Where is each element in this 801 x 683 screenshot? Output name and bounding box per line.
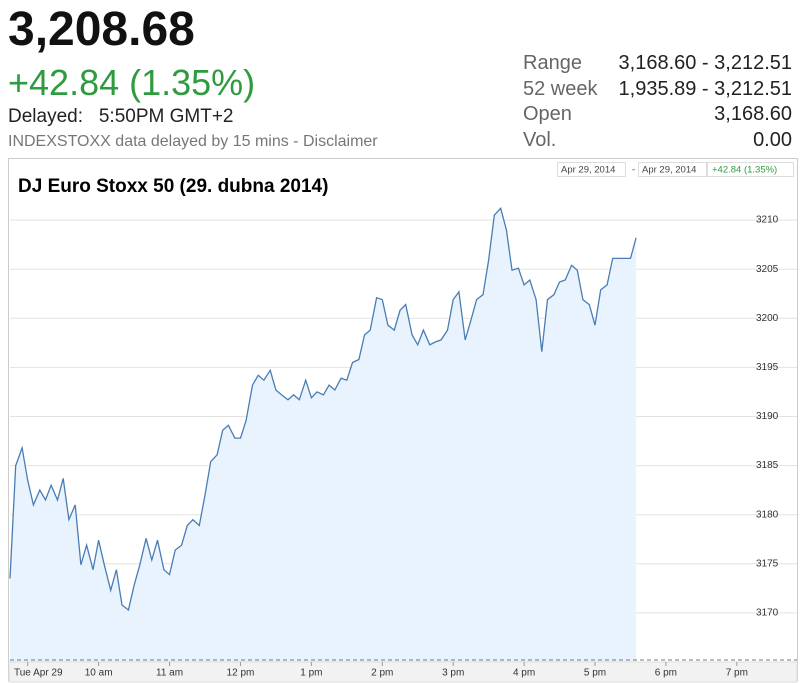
range-change: +42.84 (1.35%): [712, 165, 777, 176]
range-to: Apr 29, 2014: [642, 165, 696, 176]
delayed-info: Delayed: 5:50PM GMT+2: [8, 106, 233, 128]
stat-label: 52 week: [523, 77, 598, 100]
range-to-box[interactable]: [638, 162, 707, 177]
y-tick-label: 3185: [756, 460, 779, 471]
stat-value: 3,168.60 - 3,212.51: [618, 52, 792, 74]
disclaimer[interactable]: INDEXSTOXX data delayed by 15 mins - Dis…: [8, 133, 378, 150]
x-tick-label: 2 pm: [371, 668, 393, 679]
delayed-time: 5:50PM GMT+2: [98, 106, 234, 127]
plot: 3170 3175 3180 3185 3190 3195 3200 3205 3210 Tue …: [8, 206, 798, 683]
y-tick-label: 3200: [756, 313, 779, 324]
y-tick-label: 3210: [756, 215, 779, 226]
stat-value: 0.00: [753, 128, 792, 151]
range-change-box: [707, 162, 794, 177]
range-separator: -: [632, 165, 635, 176]
x-tick-label: 1 pm: [300, 668, 322, 679]
x-tick-label: 3 pm: [442, 668, 464, 679]
y-tick-label: 3180: [756, 509, 779, 520]
y-tick-label: 3190: [756, 411, 779, 422]
x-tick-label: 11 am: [156, 668, 183, 679]
range-from: Apr 29, 2014: [561, 165, 615, 176]
stat-label: Vol.: [523, 128, 557, 151]
x-tick-label: Tue Apr 29: [14, 668, 63, 679]
stat-label: Range: [523, 52, 582, 74]
x-tick-label: 6 pm: [655, 668, 677, 679]
y-tick-label: 3170: [756, 608, 779, 619]
y-tick-label: 3195: [756, 362, 779, 373]
chart-title: DJ Euro Stoxx 50 (29. dubna 2014): [18, 176, 328, 197]
price: 3,208.68: [8, 3, 195, 56]
price-change: +42.84 (1.35%): [8, 62, 256, 103]
stat-label: Open: [523, 103, 572, 125]
price-line: [9, 206, 637, 612]
delayed-label: Delayed:: [8, 106, 83, 127]
x-tick-label: 12 pm: [227, 668, 255, 679]
y-tick-label: 3205: [756, 264, 779, 275]
range-from-box[interactable]: [557, 162, 626, 177]
stat-value: 1,935.89 - 3,212.51: [618, 77, 792, 100]
stat-value: 3,168.60: [714, 103, 792, 125]
x-axis-strip: [8, 661, 798, 683]
x-tick-label: 10 am: [85, 668, 113, 679]
x-tick-label: 5 pm: [584, 668, 606, 679]
x-tick-label: 7 pm: [726, 668, 748, 679]
y-tick-label: 3175: [756, 558, 779, 569]
x-tick-label: 4 pm: [513, 668, 535, 679]
area-fill: [10, 208, 637, 663]
